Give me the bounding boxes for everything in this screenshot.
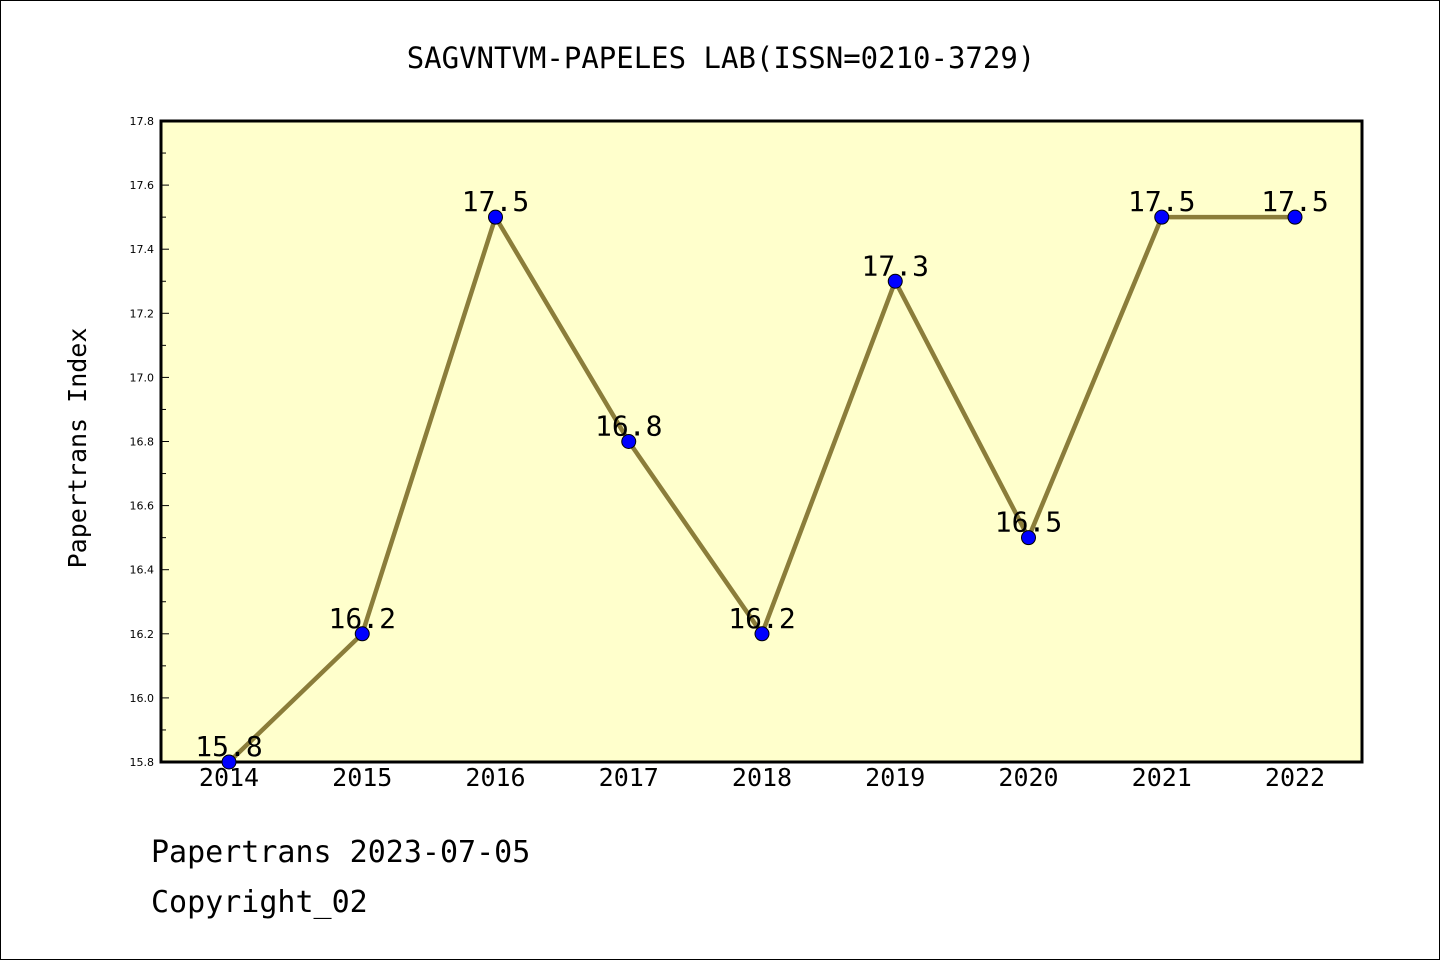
footer-copyright: Copyright_02 — [151, 885, 368, 920]
y-axis-label: Papertrans Index — [63, 328, 92, 569]
footer-date: Papertrans 2023-07-05 — [151, 835, 531, 870]
y-tick-label: 15.8 — [130, 756, 155, 769]
x-tick-label: 2021 — [1132, 763, 1192, 792]
series-layer — [221, 209, 1303, 770]
data-point — [1021, 530, 1036, 546]
data-label: 17.5 — [1128, 185, 1195, 218]
y-axis-ticks: 15.8 16.0 16.2 16.4 16.6 16.8 17.0 17.2 17.4 17.6… — [130, 115, 169, 769]
data-label: 15.8 — [195, 730, 262, 763]
data-point — [621, 434, 637, 449]
y-tick-label: 17.4 — [130, 243, 155, 256]
y-tick-label: 16.0 — [130, 692, 155, 705]
y-tick-label: 17.0 — [130, 371, 155, 384]
data-label: 16.2 — [329, 602, 396, 635]
data-point — [488, 209, 503, 225]
y-tick-label: 17.6 — [130, 179, 155, 192]
y-tick-label: 16.8 — [130, 436, 155, 449]
chart-title: SAGVNTVM-PAPELES LAB(ISSN=0210-3729) — [407, 41, 1036, 75]
data-point — [887, 273, 903, 289]
x-tick-label: 2020 — [998, 763, 1058, 792]
data-label: 16.2 — [728, 602, 795, 635]
data-label: 17.5 — [1261, 185, 1328, 218]
data-label: 17.3 — [862, 249, 929, 282]
y-tick-label: 17.8 — [130, 115, 155, 128]
data-point — [221, 754, 237, 770]
y-tick-label: 16.6 — [130, 500, 155, 513]
x-axis-ticks: 2014 2015 2016 2017 2018 2019 2020 2021 2022 — [199, 763, 1325, 792]
data-label: 17.5 — [462, 185, 529, 218]
data-label: 16.8 — [595, 410, 662, 443]
x-tick-label: 2018 — [732, 763, 792, 792]
data-labels: 15.8 16.2 17.5 16.8 16.2 17.3 16.5 17.5 17.5 — [195, 185, 1328, 763]
data-point — [1154, 209, 1170, 225]
x-tick-label: 2017 — [599, 763, 659, 792]
x-tick-label: 2019 — [865, 763, 925, 792]
y-tick-label: 16.2 — [130, 628, 155, 641]
data-point — [1287, 209, 1303, 225]
y-tick-label: 16.4 — [130, 564, 155, 577]
data-label: 16.5 — [995, 506, 1062, 539]
x-tick-label: 2016 — [465, 763, 525, 792]
data-point — [754, 626, 770, 642]
y-tick-label: 17.2 — [130, 307, 155, 320]
x-tick-label: 2015 — [332, 763, 392, 792]
x-tick-label: 2022 — [1265, 763, 1325, 792]
plot-area — [159, 119, 1364, 764]
data-point — [354, 626, 370, 642]
